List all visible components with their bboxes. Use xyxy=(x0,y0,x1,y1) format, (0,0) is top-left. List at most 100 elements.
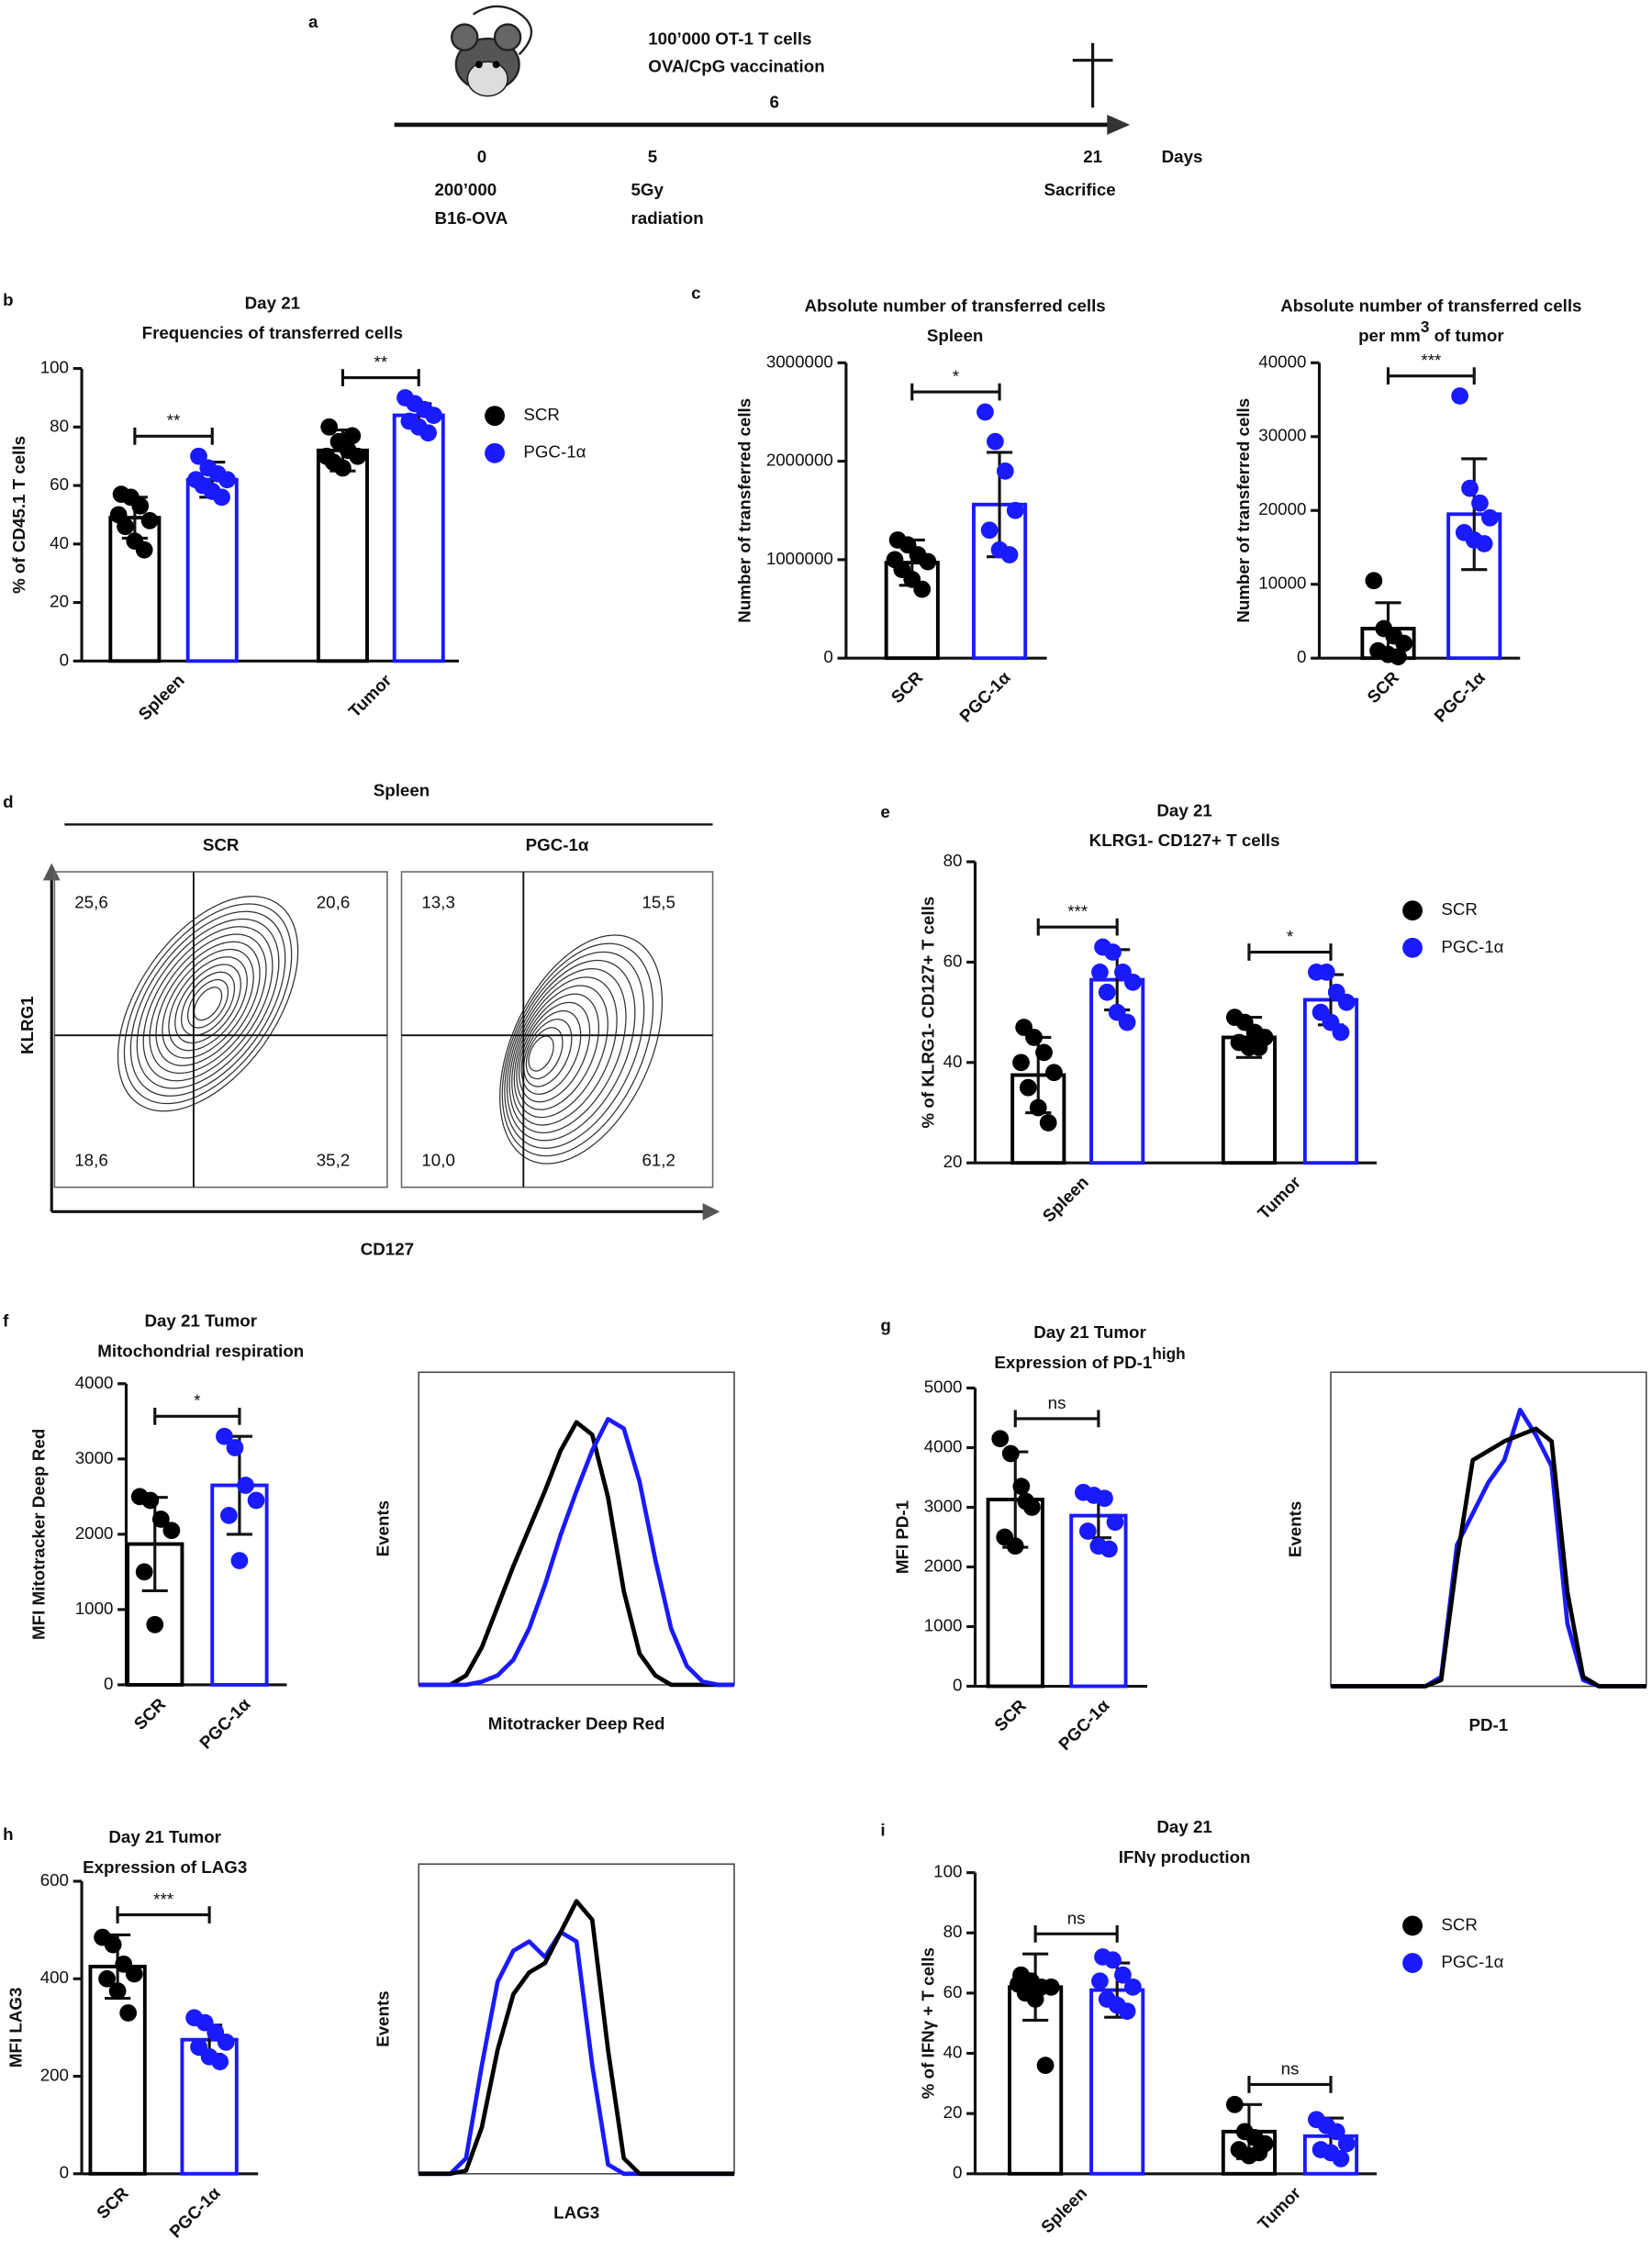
flow-title: Spleen xyxy=(374,780,430,799)
y-tick-label: 60 xyxy=(50,474,69,494)
data-point xyxy=(1365,572,1383,590)
y-tick-label: 40 xyxy=(943,2042,963,2061)
data-point xyxy=(987,432,1004,451)
data-point xyxy=(1001,1444,1020,1463)
chart-title: Day 21 Tumor xyxy=(1033,1322,1146,1342)
data-point xyxy=(131,497,150,515)
mouse-icon xyxy=(451,5,533,97)
data-point xyxy=(98,1969,116,1988)
panel-letter: b xyxy=(3,290,13,309)
panel-letter: d xyxy=(3,792,13,811)
y-tick-label: 0 xyxy=(1297,647,1306,666)
histogram-curve xyxy=(419,1420,735,1688)
data-point xyxy=(1045,1064,1063,1082)
data-point xyxy=(135,541,153,559)
histogram-curve xyxy=(419,1930,735,2177)
y-tick-label: 80 xyxy=(943,1922,963,1941)
title-text: per mm xyxy=(1358,326,1421,345)
flow-x-label: CD127 xyxy=(361,1239,414,1258)
y-tick-label: 2000000 xyxy=(766,451,833,470)
data-point xyxy=(1395,634,1413,652)
y-axis-label: Events xyxy=(374,1500,393,1557)
sig-label: *** xyxy=(153,1890,173,1909)
sig-label: * xyxy=(194,1391,200,1410)
y-tick-label: 20000 xyxy=(1258,499,1306,518)
y-tick-label: 4000 xyxy=(924,1436,963,1455)
histogram-curve xyxy=(419,1899,735,2177)
data-point xyxy=(419,424,437,442)
quadrant-value: 10,0 xyxy=(421,1151,454,1170)
y-tick-label: 0 xyxy=(953,2163,962,2182)
data-point xyxy=(247,1491,265,1510)
panel-letter: i xyxy=(880,1820,885,1839)
y-tick-label: 60 xyxy=(943,951,963,970)
timeline-axis-label: Days xyxy=(1162,147,1203,166)
panel-letter: f xyxy=(3,1311,9,1331)
data-point xyxy=(1012,1054,1030,1072)
data-point xyxy=(1332,1023,1350,1042)
x-axis-label: LAG3 xyxy=(553,2202,599,2222)
contour xyxy=(528,1035,554,1072)
data-point xyxy=(1019,1078,1037,1097)
contour xyxy=(520,1009,582,1095)
y-axis-label: Number of transferred cells xyxy=(734,398,753,623)
title-text: Absolute number of transferred cells xyxy=(1280,295,1581,315)
title-text: Absolute number of transferred cells xyxy=(805,295,1106,315)
sig-label: ns xyxy=(1048,1393,1066,1412)
data-point xyxy=(1481,508,1499,527)
flow-plot-box xyxy=(53,871,388,1188)
panel-letter: e xyxy=(880,802,889,821)
panel-letter: a xyxy=(308,12,318,31)
contour xyxy=(518,1001,591,1103)
timeline-day: 0 xyxy=(477,147,486,166)
title-text: Day 21 xyxy=(1156,1817,1211,1836)
bar xyxy=(1069,1513,1128,1689)
data-point xyxy=(1327,2123,1345,2141)
quadrant-value: 13,3 xyxy=(421,892,454,911)
y-tick-label: 20 xyxy=(50,592,69,611)
y-axis-label: MFI Mitotracker Deep Red xyxy=(29,1429,49,1640)
x-tick-label: PGC-1α xyxy=(195,1694,254,1753)
y-tick-label: 5000 xyxy=(924,1377,963,1396)
title-text: Day 21 xyxy=(1156,800,1211,819)
data-point xyxy=(1010,1975,1027,1993)
y-tick-label: 0 xyxy=(104,1674,113,1693)
y-tick-label: 3000000 xyxy=(766,351,833,371)
x-axis-label: Mitotracker Deep Red xyxy=(488,1714,665,1734)
data-point xyxy=(1461,479,1479,497)
data-point xyxy=(1317,964,1335,981)
data-point xyxy=(334,459,352,477)
y-axis-label: % of IFNγ + T cells xyxy=(918,1947,937,2099)
y-axis-label: % of KLRG1- CD127+ T cells xyxy=(918,897,937,1129)
data-point xyxy=(919,552,937,571)
y-tick-label: 100 xyxy=(933,1862,962,1881)
contour xyxy=(504,951,645,1149)
timeline-day: 21 xyxy=(1083,147,1102,166)
contour xyxy=(168,956,248,1052)
data-point xyxy=(1471,494,1489,512)
y-tick-label: 30000 xyxy=(1258,426,1306,445)
chart-title: Day 21 Tumor xyxy=(144,1311,257,1331)
y-axis-label: MFI LAG3 xyxy=(6,1988,26,2068)
data-point xyxy=(140,511,159,530)
quadrant-value: 18,6 xyxy=(74,1151,108,1170)
data-point xyxy=(1025,1029,1043,1046)
data-point xyxy=(1039,1114,1057,1132)
data-point xyxy=(141,1491,160,1510)
contour xyxy=(129,910,286,1097)
flow-plot-title: SCR xyxy=(203,835,240,854)
legend-label: PGC-1α xyxy=(1441,937,1503,956)
x-tick-label: Tumor xyxy=(344,670,396,721)
data-point xyxy=(1106,1513,1124,1532)
data-point xyxy=(913,580,932,598)
bar xyxy=(316,448,369,663)
data-point xyxy=(1012,1477,1031,1496)
flow-arrowhead xyxy=(702,1202,720,1221)
x-tick-label: PGC-1α xyxy=(1055,1695,1113,1754)
legend-label: SCR xyxy=(1441,899,1478,919)
contour xyxy=(155,941,261,1066)
legend-label: SCR xyxy=(523,405,560,424)
contour xyxy=(136,918,280,1089)
x-tick-label: PGC-1α xyxy=(955,667,1014,726)
title-sup: high xyxy=(1152,1343,1185,1362)
